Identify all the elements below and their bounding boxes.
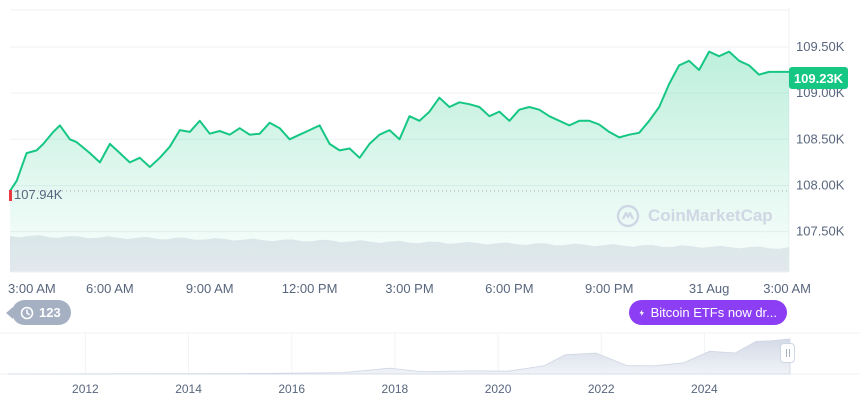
coinmarketcap-logo-icon xyxy=(616,204,640,228)
x-tick-label: 9:00 PM xyxy=(585,281,633,296)
navigator-area xyxy=(7,338,791,375)
y-tick-label: 108.00K xyxy=(796,177,845,192)
history-icon xyxy=(20,306,34,319)
navigator-year-label: 2022 xyxy=(588,382,615,396)
y-tick-label: 109.50K xyxy=(796,39,845,54)
news-pill[interactable]: Bitcoin ETFs now dr... xyxy=(629,300,787,325)
lightning-icon xyxy=(639,309,645,316)
x-tick-label: 6:00 PM xyxy=(485,281,533,296)
x-tick-label: 3:00 PM xyxy=(385,281,433,296)
watermark-text: CoinMarketCap xyxy=(648,206,773,225)
y-tick-label: 107.50K xyxy=(796,224,845,239)
x-tick-label: 9:00 AM xyxy=(186,281,234,296)
current-price-tag: 109.23K xyxy=(789,67,848,89)
price-line xyxy=(9,50,789,192)
start-value-label: 107.94K xyxy=(14,187,63,202)
x-tick-label: 6:00 AM xyxy=(86,281,134,296)
price-area-fill xyxy=(10,51,789,272)
watermark: CoinMarketCap xyxy=(616,204,773,228)
news-text: Bitcoin ETFs now dr... xyxy=(650,305,777,320)
navigator-year-label: 2024 xyxy=(691,382,718,396)
y-tick-label: 108.50K xyxy=(796,131,845,146)
x-tick-label: 3:00 AM xyxy=(763,281,811,296)
history-badge[interactable]: 123 xyxy=(6,300,71,325)
navigator-year-label: 2014 xyxy=(175,382,202,396)
navigator-year-label: 2018 xyxy=(382,382,409,396)
x-tick-label: 3:00 AM xyxy=(8,281,56,296)
x-tick-label: 31 Aug xyxy=(689,281,730,296)
start-marker xyxy=(9,190,12,201)
history-count: 123 xyxy=(39,305,61,320)
navigator-year-label: 2020 xyxy=(485,382,512,396)
navigator-year-label: 2012 xyxy=(72,382,99,396)
range-slider-handle[interactable] xyxy=(780,343,795,363)
x-tick-label: 12:00 PM xyxy=(282,281,338,296)
navigator-year-label: 2016 xyxy=(278,382,305,396)
